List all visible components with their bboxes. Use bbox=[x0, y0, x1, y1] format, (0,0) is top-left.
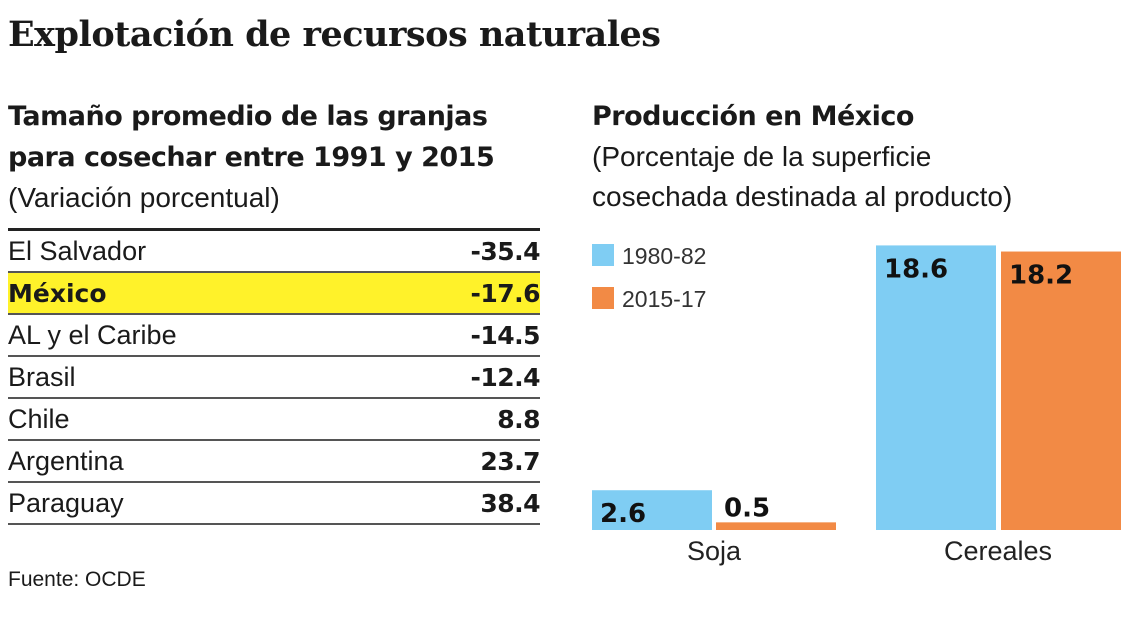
data-label: 18.2 bbox=[1009, 261, 1073, 291]
change-value: -12.4 bbox=[470, 362, 540, 392]
table-row: Paraguay 38.4 bbox=[8, 483, 540, 525]
change-value: -17.6 bbox=[470, 278, 540, 308]
legend-label: 1980-82 bbox=[622, 243, 706, 269]
chart-heading: Producción en México (Porcentaje de la s… bbox=[592, 101, 1013, 212]
table-heading: Tamaño promedio de las granjas para cose… bbox=[8, 101, 495, 213]
category-label: Cereales bbox=[944, 536, 1052, 566]
change-value: 23.7 bbox=[480, 446, 540, 476]
change-value: -35.4 bbox=[470, 236, 540, 266]
category-label: Soja bbox=[687, 536, 742, 566]
page-title: Explotación de recursos naturales bbox=[8, 14, 661, 55]
table-row: AL y el Caribe -14.5 bbox=[8, 315, 540, 357]
legend-swatch bbox=[592, 244, 614, 266]
legend-label: 2015-17 bbox=[622, 286, 706, 312]
data-label: 2.6 bbox=[600, 499, 646, 529]
country-name: Paraguay bbox=[8, 487, 124, 518]
data-label: 0.5 bbox=[724, 493, 770, 523]
source-note: Fuente: OCDE bbox=[8, 568, 146, 591]
table-row: Argentina 23.7 bbox=[8, 441, 540, 483]
country-name: El Salvador bbox=[8, 235, 147, 266]
table-row: Brasil -12.4 bbox=[8, 357, 540, 399]
bar bbox=[876, 245, 996, 531]
table-row: Chile 8.8 bbox=[8, 399, 540, 441]
change-value: 8.8 bbox=[497, 404, 540, 434]
bar bbox=[1001, 251, 1121, 531]
country-name: Argentina bbox=[8, 445, 124, 476]
change-value: 38.4 bbox=[480, 488, 540, 518]
data-label: 18.6 bbox=[884, 254, 948, 284]
change-value: -14.5 bbox=[470, 320, 540, 350]
legend-swatch bbox=[592, 287, 614, 309]
farm-size-table: El Salvador -35.4 México -17.6 AL y el Carib… bbox=[8, 228, 540, 525]
country-name: Brasil bbox=[8, 361, 76, 392]
bar bbox=[592, 490, 712, 530]
country-name: AL y el Caribe bbox=[8, 319, 177, 350]
country-name: México bbox=[8, 278, 107, 308]
bar bbox=[716, 522, 836, 530]
country-name: Chile bbox=[8, 403, 70, 434]
table-row: México -17.6 bbox=[8, 273, 540, 315]
table-row: El Salvador -35.4 bbox=[8, 231, 540, 273]
